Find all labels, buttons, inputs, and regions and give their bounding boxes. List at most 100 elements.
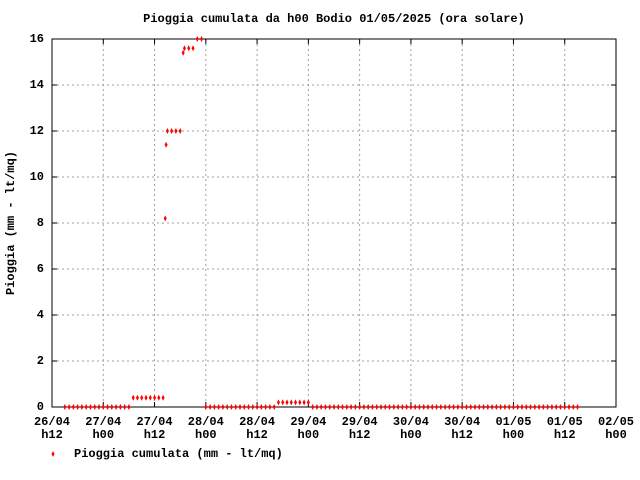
data-point — [576, 404, 580, 410]
data-point — [332, 404, 336, 410]
data-point — [511, 404, 515, 410]
data-point — [140, 394, 144, 401]
data-point — [400, 404, 404, 410]
data-point — [187, 45, 191, 52]
data-point — [349, 404, 353, 410]
data-point — [430, 404, 434, 410]
data-point — [366, 404, 370, 410]
data-point — [306, 399, 310, 406]
data-point — [358, 404, 362, 410]
data-point — [238, 404, 242, 410]
x-tick-label: h00 — [298, 428, 320, 442]
x-tick-label: 27/04 — [137, 415, 173, 429]
data-point — [345, 404, 349, 410]
data-point — [67, 404, 71, 410]
data-point — [200, 36, 204, 42]
x-tick-label: h00 — [400, 428, 422, 442]
chart-title: Pioggia cumulata da h00 Bodio 01/05/2025… — [143, 12, 525, 26]
data-point — [362, 404, 366, 410]
x-tick-label: h12 — [554, 428, 576, 442]
y-tick-label: 8 — [37, 216, 44, 230]
y-tick-label: 4 — [37, 308, 44, 322]
data-point — [499, 404, 503, 410]
x-tick-label: 02/05 — [598, 415, 634, 429]
data-point — [182, 45, 186, 52]
data-point — [336, 404, 340, 410]
data-point — [110, 404, 114, 410]
data-point — [251, 404, 255, 410]
data-point — [323, 404, 327, 410]
data-point — [567, 404, 571, 410]
data-point — [469, 404, 473, 410]
data-point — [379, 404, 383, 410]
data-point — [191, 45, 195, 52]
data-point — [208, 404, 212, 410]
data-point — [84, 404, 88, 410]
data-point — [153, 394, 157, 401]
x-tick-label: h00 — [92, 428, 114, 442]
data-point — [118, 404, 122, 410]
data-point — [178, 128, 182, 134]
data-point — [170, 128, 174, 134]
data-point — [443, 404, 447, 410]
y-axis-label: Pioggia (mm - lt/mq) — [4, 151, 18, 295]
data-point — [409, 404, 413, 410]
data-point — [435, 404, 439, 410]
data-point — [482, 404, 486, 410]
data-point — [383, 404, 387, 410]
data-point — [315, 404, 319, 410]
data-point — [533, 404, 537, 410]
data-point — [123, 404, 127, 410]
data-point — [268, 404, 272, 410]
data-point — [558, 404, 562, 410]
data-point — [259, 404, 263, 410]
data-point — [204, 404, 208, 410]
x-tick-label: h00 — [195, 428, 217, 442]
x-tick-label: h12 — [246, 428, 268, 442]
y-tick-label: 10 — [30, 170, 44, 184]
data-point — [131, 394, 135, 401]
data-point — [503, 404, 507, 410]
data-point — [524, 404, 528, 410]
data-point — [456, 404, 460, 410]
data-point — [106, 404, 110, 410]
data-point — [234, 404, 238, 410]
x-tick-label: 29/04 — [290, 415, 326, 429]
data-point — [242, 404, 246, 410]
data-point — [460, 404, 464, 410]
x-tick-label: h12 — [144, 428, 166, 442]
data-point — [405, 404, 409, 410]
x-tick-label: 28/04 — [188, 415, 224, 429]
data-point — [477, 404, 481, 410]
data-point — [97, 404, 101, 410]
x-tick-label: h00 — [605, 428, 627, 442]
data-point — [486, 404, 490, 410]
data-point — [76, 404, 80, 410]
data-point — [285, 399, 289, 406]
y-tick-label: 12 — [30, 124, 44, 138]
data-point — [217, 404, 221, 410]
data-point — [80, 404, 84, 410]
data-point — [114, 404, 118, 410]
y-tick-label: 16 — [30, 32, 44, 46]
data-point — [563, 404, 567, 410]
data-point — [529, 404, 533, 410]
data-point — [447, 404, 451, 410]
data-point — [571, 404, 575, 410]
data-point — [417, 404, 421, 410]
data-point — [396, 404, 400, 410]
data-point — [298, 399, 302, 406]
data-point — [426, 404, 430, 410]
data-point — [319, 404, 323, 410]
data-point — [157, 394, 161, 401]
data-point — [212, 404, 216, 410]
data-point — [520, 404, 524, 410]
data-point — [221, 404, 225, 410]
data-point — [181, 49, 185, 56]
data-point — [174, 128, 178, 134]
y-tick-label: 14 — [30, 78, 44, 92]
data-point — [328, 404, 332, 410]
x-tick-label: 01/05 — [495, 415, 531, 429]
data-point — [264, 404, 268, 410]
